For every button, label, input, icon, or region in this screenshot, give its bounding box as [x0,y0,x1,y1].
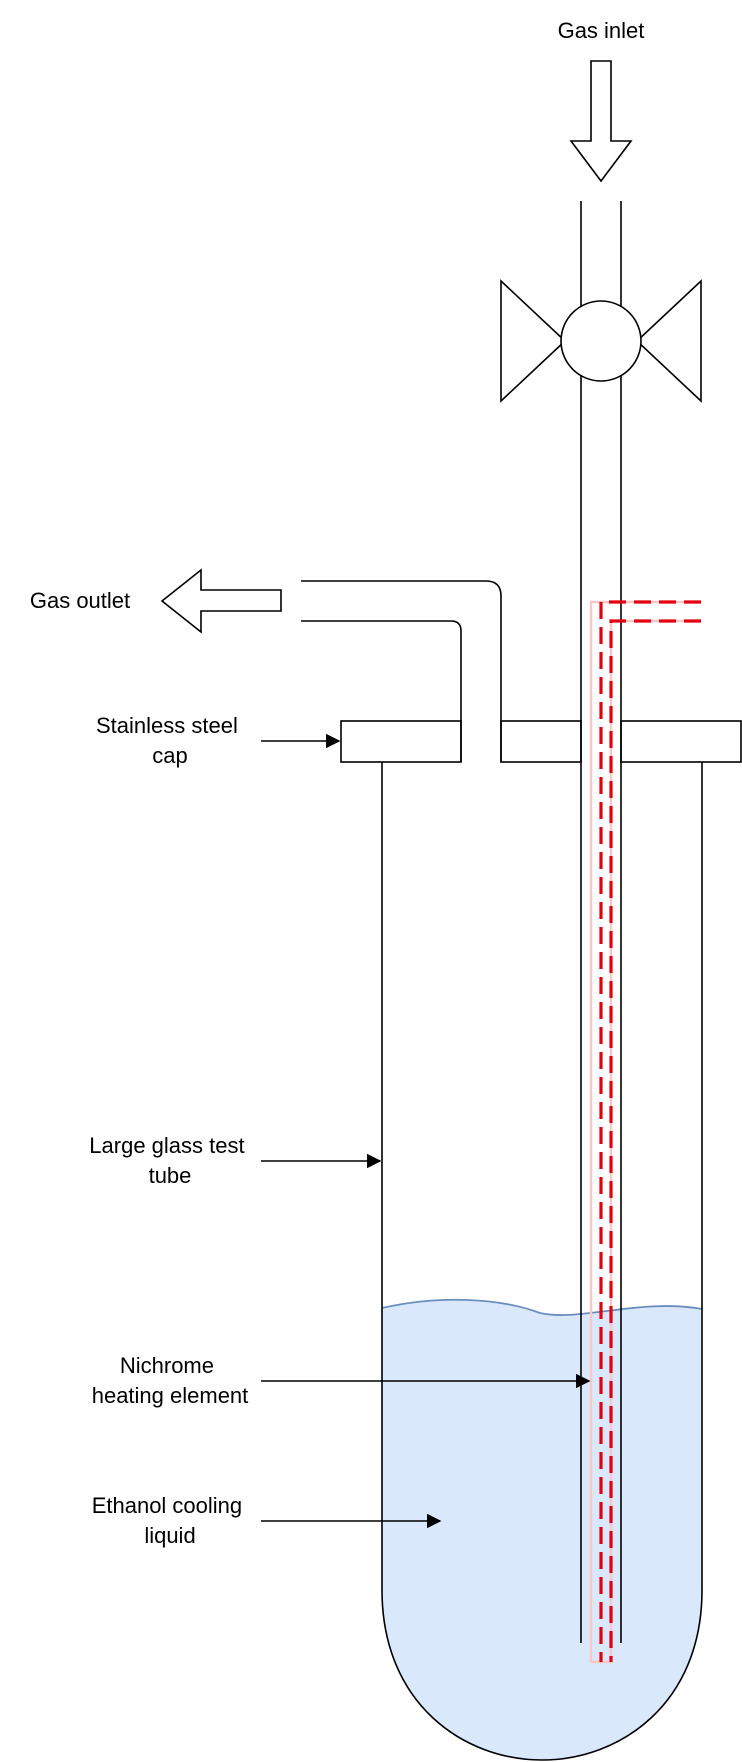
large-glass-test-tube [381,762,703,1761]
gas-outlet-pipe-inner [301,620,462,762]
steel-cap-right [620,720,742,763]
gas-outlet-label: Gas outlet [30,588,130,613]
large-glass-test-tube-label: Large glass test tube [89,1133,250,1188]
valve-icon [500,279,702,403]
gas-outlet-pipe-outer [301,580,502,762]
arrow-left-icon [160,568,282,634]
stainless-steel-cap-label: Stainless steel cap [96,713,244,768]
steel-cap-middle [500,720,582,763]
ethanol-liquid [382,1299,702,1760]
arrow-down-icon [569,60,633,183]
nichrome-heating-element-label: Nichrome heating element [92,1353,249,1408]
gas-inlet-label: Gas inlet [558,18,645,43]
liquid-surface [381,1298,703,1316]
steel-cap-left [340,720,462,763]
ethanol-cooling-liquid-label: Ethanol cooling liquid [92,1493,249,1548]
nichrome-heating-element [589,600,701,1664]
